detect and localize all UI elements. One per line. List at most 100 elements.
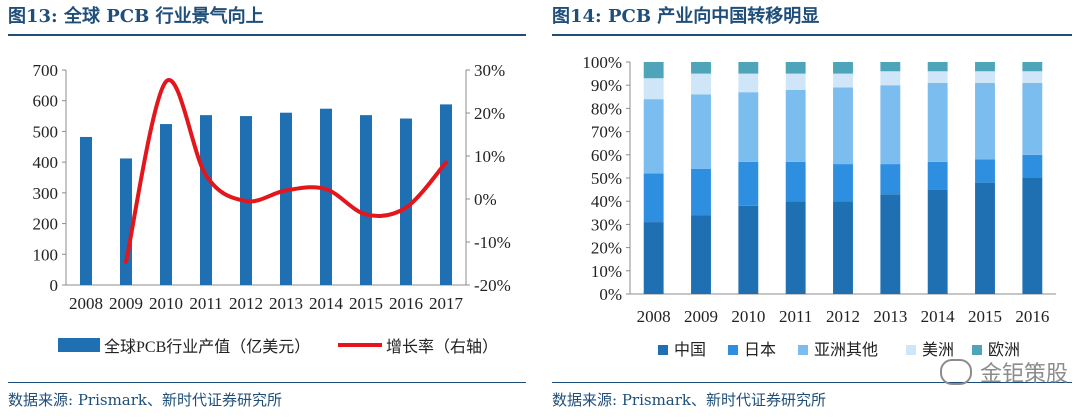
bar-2010 — [160, 124, 172, 285]
legend-swatch-0 — [658, 345, 668, 355]
watermark: 金钜策股 — [939, 356, 1068, 388]
x-tick-label-2009: 2009 — [109, 294, 143, 313]
y2-tick-label-3: 10% — [474, 147, 505, 166]
segment-2009-2 — [691, 94, 711, 169]
x-tick-label-2010: 2010 — [149, 294, 183, 313]
right-footer-rule — [552, 382, 1072, 383]
segment-2009-1 — [691, 168, 711, 216]
segment-2010-0 — [738, 205, 759, 294]
y-tick-label-4: 400 — [33, 153, 59, 172]
segment-2015-3 — [975, 71, 995, 83]
y-tick-label-6: 60% — [591, 146, 622, 165]
legend-swatch-3 — [906, 345, 916, 355]
segment-2009-3 — [691, 73, 711, 95]
segment-2010-2 — [738, 92, 759, 162]
bar-2015 — [360, 115, 372, 286]
legend-swatch-output — [58, 338, 100, 352]
wechat-icon — [939, 359, 972, 385]
bar-2008 — [80, 136, 92, 285]
bar-2013 — [280, 112, 292, 285]
legend-label-2: 亚洲其他 — [814, 341, 878, 359]
segment-2014-4 — [927, 62, 948, 72]
bar-2014 — [320, 108, 332, 285]
y-tick-label-0: 0% — [599, 285, 622, 304]
x-tick-label-2016: 2016 — [1015, 307, 1049, 326]
segment-2012-2 — [833, 87, 853, 165]
x-tick-label-2015: 2015 — [349, 294, 383, 313]
y-tick-label-9: 90% — [591, 76, 622, 95]
legend-label-output: 全球PCB行业产值（亿美元） — [104, 338, 310, 356]
segment-2008-3 — [643, 78, 664, 100]
y-tick-label-3: 30% — [591, 215, 622, 234]
x-tick-label-2012: 2012 — [826, 307, 860, 326]
x-tick-label-2010: 2010 — [731, 307, 765, 326]
segment-2012-0 — [833, 201, 853, 294]
y-tick-label-5: 50% — [591, 169, 622, 188]
watermark-text: 金钜策股 — [979, 362, 1068, 387]
x-tick-label-2011: 2011 — [779, 307, 812, 326]
y-tick-label-5: 500 — [33, 122, 59, 141]
left-footer-rule — [8, 382, 526, 383]
segment-2013-1 — [880, 164, 901, 195]
x-tick-label-2015: 2015 — [968, 307, 1002, 326]
segment-2015-2 — [975, 82, 995, 160]
y-tick-label-6: 600 — [33, 92, 59, 111]
y2-tick-label-5: 30% — [474, 61, 505, 80]
segment-2014-0 — [927, 189, 948, 294]
x-tick-label-2013: 2013 — [269, 294, 303, 313]
legend-swatch-1 — [728, 345, 738, 355]
segment-2008-2 — [643, 99, 664, 174]
left-source: 数据来源: Prismark、新时代证券研究所 — [8, 391, 283, 409]
bar-2011 — [200, 115, 212, 286]
global-pcb-chart: 0 100 200 300 400 500 600 700 -20% -10% 0% 10% 20% 30… — [33, 61, 511, 356]
y-tick-label-0: 0 — [50, 276, 59, 295]
segment-2008-4 — [643, 62, 664, 79]
segment-2013-2 — [880, 85, 901, 165]
y-tick-label-1: 10% — [591, 262, 622, 281]
y-tick-label-3: 300 — [33, 184, 59, 203]
segment-2014-3 — [927, 71, 948, 83]
y2-tick-label-1: -10% — [474, 233, 511, 252]
x-tick-label-2011: 2011 — [189, 294, 222, 313]
segment-2012-4 — [833, 62, 853, 74]
y2-tick-label-0: -20% — [474, 276, 511, 295]
y2-tick-label-4: 20% — [474, 104, 505, 123]
x-tick-label-2013: 2013 — [873, 307, 907, 326]
segment-2008-0 — [643, 222, 664, 294]
x-tick-label-2008: 2008 — [69, 294, 103, 313]
segment-2011-1 — [785, 161, 806, 202]
segment-2011-3 — [785, 73, 806, 90]
right-figure-title: 图14: PCB 产业向中国转移明显 — [552, 6, 820, 27]
segment-2015-1 — [975, 159, 995, 183]
bar-2009 — [120, 158, 132, 285]
legend-label-growth: 增长率（右轴） — [386, 338, 498, 356]
x-tick-label-2008: 2008 — [637, 307, 671, 326]
segment-2009-4 — [691, 62, 711, 74]
right-source: 数据来源: Prismark、新时代证券研究所 — [552, 391, 827, 409]
legend-label-3: 美洲 — [922, 341, 954, 359]
x-tick-label-2016: 2016 — [389, 294, 423, 313]
segment-2015-0 — [975, 182, 995, 294]
segment-2016-4 — [1022, 62, 1043, 72]
y-tick-label-2: 200 — [33, 215, 59, 234]
segment-2015-4 — [975, 62, 995, 72]
y-tick-label-7: 700 — [33, 61, 59, 80]
x-tick-label-2014: 2014 — [921, 307, 956, 326]
x-tick-label-2009: 2009 — [684, 307, 718, 326]
y-tick-label-8: 80% — [591, 99, 622, 118]
legend-swatch-2 — [798, 345, 808, 355]
segment-2010-1 — [738, 161, 759, 206]
growth-rate-line — [124, 78, 448, 264]
segment-2008-1 — [643, 173, 664, 223]
segment-2012-3 — [833, 73, 853, 88]
legend-label-4: 欧洲 — [988, 341, 1020, 359]
segment-2013-3 — [880, 71, 901, 86]
right-title-rule — [552, 34, 1072, 36]
segment-2016-2 — [1022, 82, 1043, 155]
segment-2013-4 — [880, 62, 901, 72]
bar-2016 — [400, 118, 412, 286]
bar-2017 — [440, 104, 452, 286]
x-tick-label-2012: 2012 — [229, 294, 263, 313]
segment-2012-1 — [833, 164, 853, 202]
segment-2010-4 — [738, 62, 759, 74]
